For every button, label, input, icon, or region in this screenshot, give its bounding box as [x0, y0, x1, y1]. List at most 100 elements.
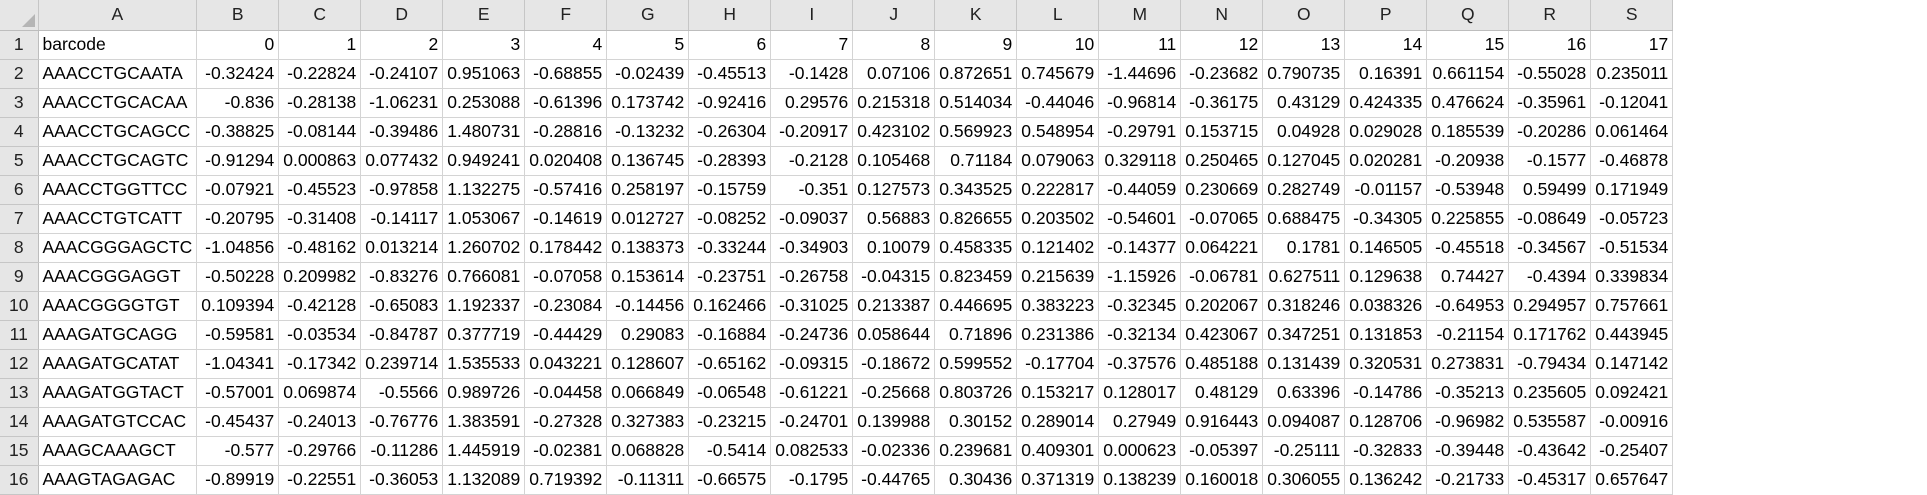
cell[interactable]: 0.153614 [606, 262, 690, 292]
cell[interactable]: -0.45437 [196, 407, 280, 437]
cell[interactable]: 0.020408 [524, 146, 608, 176]
cell[interactable]: -0.68855 [524, 59, 608, 89]
cell[interactable]: -0.54601 [1098, 204, 1182, 234]
cell[interactable]: -0.45518 [1426, 233, 1510, 263]
cell[interactable]: -0.55028 [1508, 59, 1592, 89]
row-header[interactable]: 16 [0, 465, 39, 495]
cell[interactable]: 0.038326 [1344, 291, 1428, 321]
row-header[interactable]: 10 [0, 291, 39, 321]
cell[interactable]: -0.59581 [196, 320, 280, 350]
cell[interactable]: -0.24013 [278, 407, 362, 437]
cell[interactable]: -0.08649 [1508, 204, 1592, 234]
cell[interactable]: -0.61221 [770, 378, 854, 408]
cell[interactable]: -0.5414 [688, 436, 772, 466]
cell[interactable]: -0.17704 [1016, 349, 1100, 379]
cell[interactable]: 0.29576 [770, 88, 854, 118]
cell[interactable]: 0.153217 [1016, 378, 1100, 408]
cell[interactable]: -0.44765 [852, 465, 936, 495]
cell[interactable]: 0.250465 [1180, 146, 1264, 176]
cell[interactable]: 0.409301 [1016, 436, 1100, 466]
cell[interactable]: -0.96814 [1098, 88, 1182, 118]
cell[interactable]: 0.058644 [852, 320, 936, 350]
cell[interactable]: -0.42128 [278, 291, 362, 321]
cell[interactable]: 0.231386 [1016, 320, 1100, 350]
column-header[interactable]: S [1590, 0, 1674, 31]
cell[interactable]: -0.32345 [1098, 291, 1182, 321]
cell[interactable]: 0.129638 [1344, 262, 1428, 292]
cell[interactable]: -0.65083 [360, 291, 444, 321]
cell[interactable]: 0.757661 [1590, 291, 1674, 321]
cell[interactable]: -0.14456 [606, 291, 690, 321]
cell[interactable]: 0.127045 [1262, 146, 1346, 176]
cell[interactable]: 1.192337 [442, 291, 526, 321]
cell[interactable]: -0.97858 [360, 175, 444, 205]
cell[interactable]: -0.22824 [278, 59, 362, 89]
column-header[interactable]: K [934, 0, 1018, 31]
cell[interactable]: -0.1428 [770, 59, 854, 89]
cell[interactable]: -0.22551 [278, 465, 362, 495]
cell[interactable]: -0.39486 [360, 117, 444, 147]
row-header[interactable]: 14 [0, 407, 39, 437]
cell[interactable]: AAACCTGCAGCC [38, 117, 198, 147]
cell[interactable]: 0.989726 [442, 378, 526, 408]
cell[interactable]: -0.92416 [688, 88, 772, 118]
cell[interactable]: 0.258197 [606, 175, 690, 205]
cell[interactable]: -0.24701 [770, 407, 854, 437]
cell[interactable]: -0.1577 [1508, 146, 1592, 176]
cell[interactable]: 3 [442, 30, 526, 60]
cell[interactable]: 0.569923 [934, 117, 1018, 147]
cell[interactable]: -0.5566 [360, 378, 444, 408]
row-header[interactable]: 4 [0, 117, 39, 147]
cell[interactable]: -0.23084 [524, 291, 608, 321]
cell[interactable]: -0.53948 [1426, 175, 1510, 205]
cell[interactable]: -0.50228 [196, 262, 280, 292]
cell[interactable]: 0.766081 [442, 262, 526, 292]
row-header[interactable]: 6 [0, 175, 39, 205]
column-header[interactable]: C [278, 0, 362, 31]
cell[interactable]: 0.064221 [1180, 233, 1264, 263]
cell[interactable]: AAACGGGAGCTC [38, 233, 198, 263]
cell[interactable]: -0.37576 [1098, 349, 1182, 379]
cell[interactable]: 1.053067 [442, 204, 526, 234]
cell[interactable]: -0.43642 [1508, 436, 1592, 466]
cell[interactable]: 0.383223 [1016, 291, 1100, 321]
cell[interactable]: 0.339834 [1590, 262, 1674, 292]
cell[interactable]: -0.33244 [688, 233, 772, 263]
cell[interactable]: 0.162466 [688, 291, 772, 321]
cell[interactable]: 0.30152 [934, 407, 1018, 437]
cell[interactable]: 0.1781 [1262, 233, 1346, 263]
cell[interactable]: 0.71184 [934, 146, 1018, 176]
cell[interactable]: -0.04458 [524, 378, 608, 408]
cell[interactable]: -0.06548 [688, 378, 772, 408]
cell[interactable]: 0.185539 [1426, 117, 1510, 147]
cell[interactable]: -0.06781 [1180, 262, 1264, 292]
cell[interactable]: -0.14117 [360, 204, 444, 234]
cell[interactable]: -0.45513 [688, 59, 772, 89]
cell[interactable]: 0.74427 [1426, 262, 1510, 292]
cell[interactable]: -0.15759 [688, 175, 772, 205]
cell[interactable]: 1.260702 [442, 233, 526, 263]
cell[interactable]: AAACGGGAGGT [38, 262, 198, 292]
cell[interactable]: 0.458335 [934, 233, 1018, 263]
cell[interactable]: 11 [1098, 30, 1182, 60]
cell[interactable]: 0.16391 [1344, 59, 1428, 89]
cell[interactable]: 16 [1508, 30, 1592, 60]
cell[interactable]: 0.068828 [606, 436, 690, 466]
cell[interactable]: 0.826655 [934, 204, 1018, 234]
cell[interactable]: -0.28816 [524, 117, 608, 147]
cell[interactable]: 0.10079 [852, 233, 936, 263]
cell[interactable]: 0.282749 [1262, 175, 1346, 205]
cell[interactable]: -0.45523 [278, 175, 362, 205]
cell[interactable]: 0.092421 [1590, 378, 1674, 408]
cell[interactable]: -0.26758 [770, 262, 854, 292]
cell[interactable]: 0.423067 [1180, 320, 1264, 350]
cell[interactable]: 0.56883 [852, 204, 936, 234]
cell[interactable]: -0.57001 [196, 378, 280, 408]
cell[interactable]: -1.04856 [196, 233, 280, 263]
cell[interactable]: 15 [1426, 30, 1510, 60]
row-header[interactable]: 1 [0, 30, 39, 60]
cell[interactable]: -0.20938 [1426, 146, 1510, 176]
cell[interactable]: -0.28393 [688, 146, 772, 176]
cell[interactable]: 4 [524, 30, 608, 60]
cell[interactable]: -0.09315 [770, 349, 854, 379]
